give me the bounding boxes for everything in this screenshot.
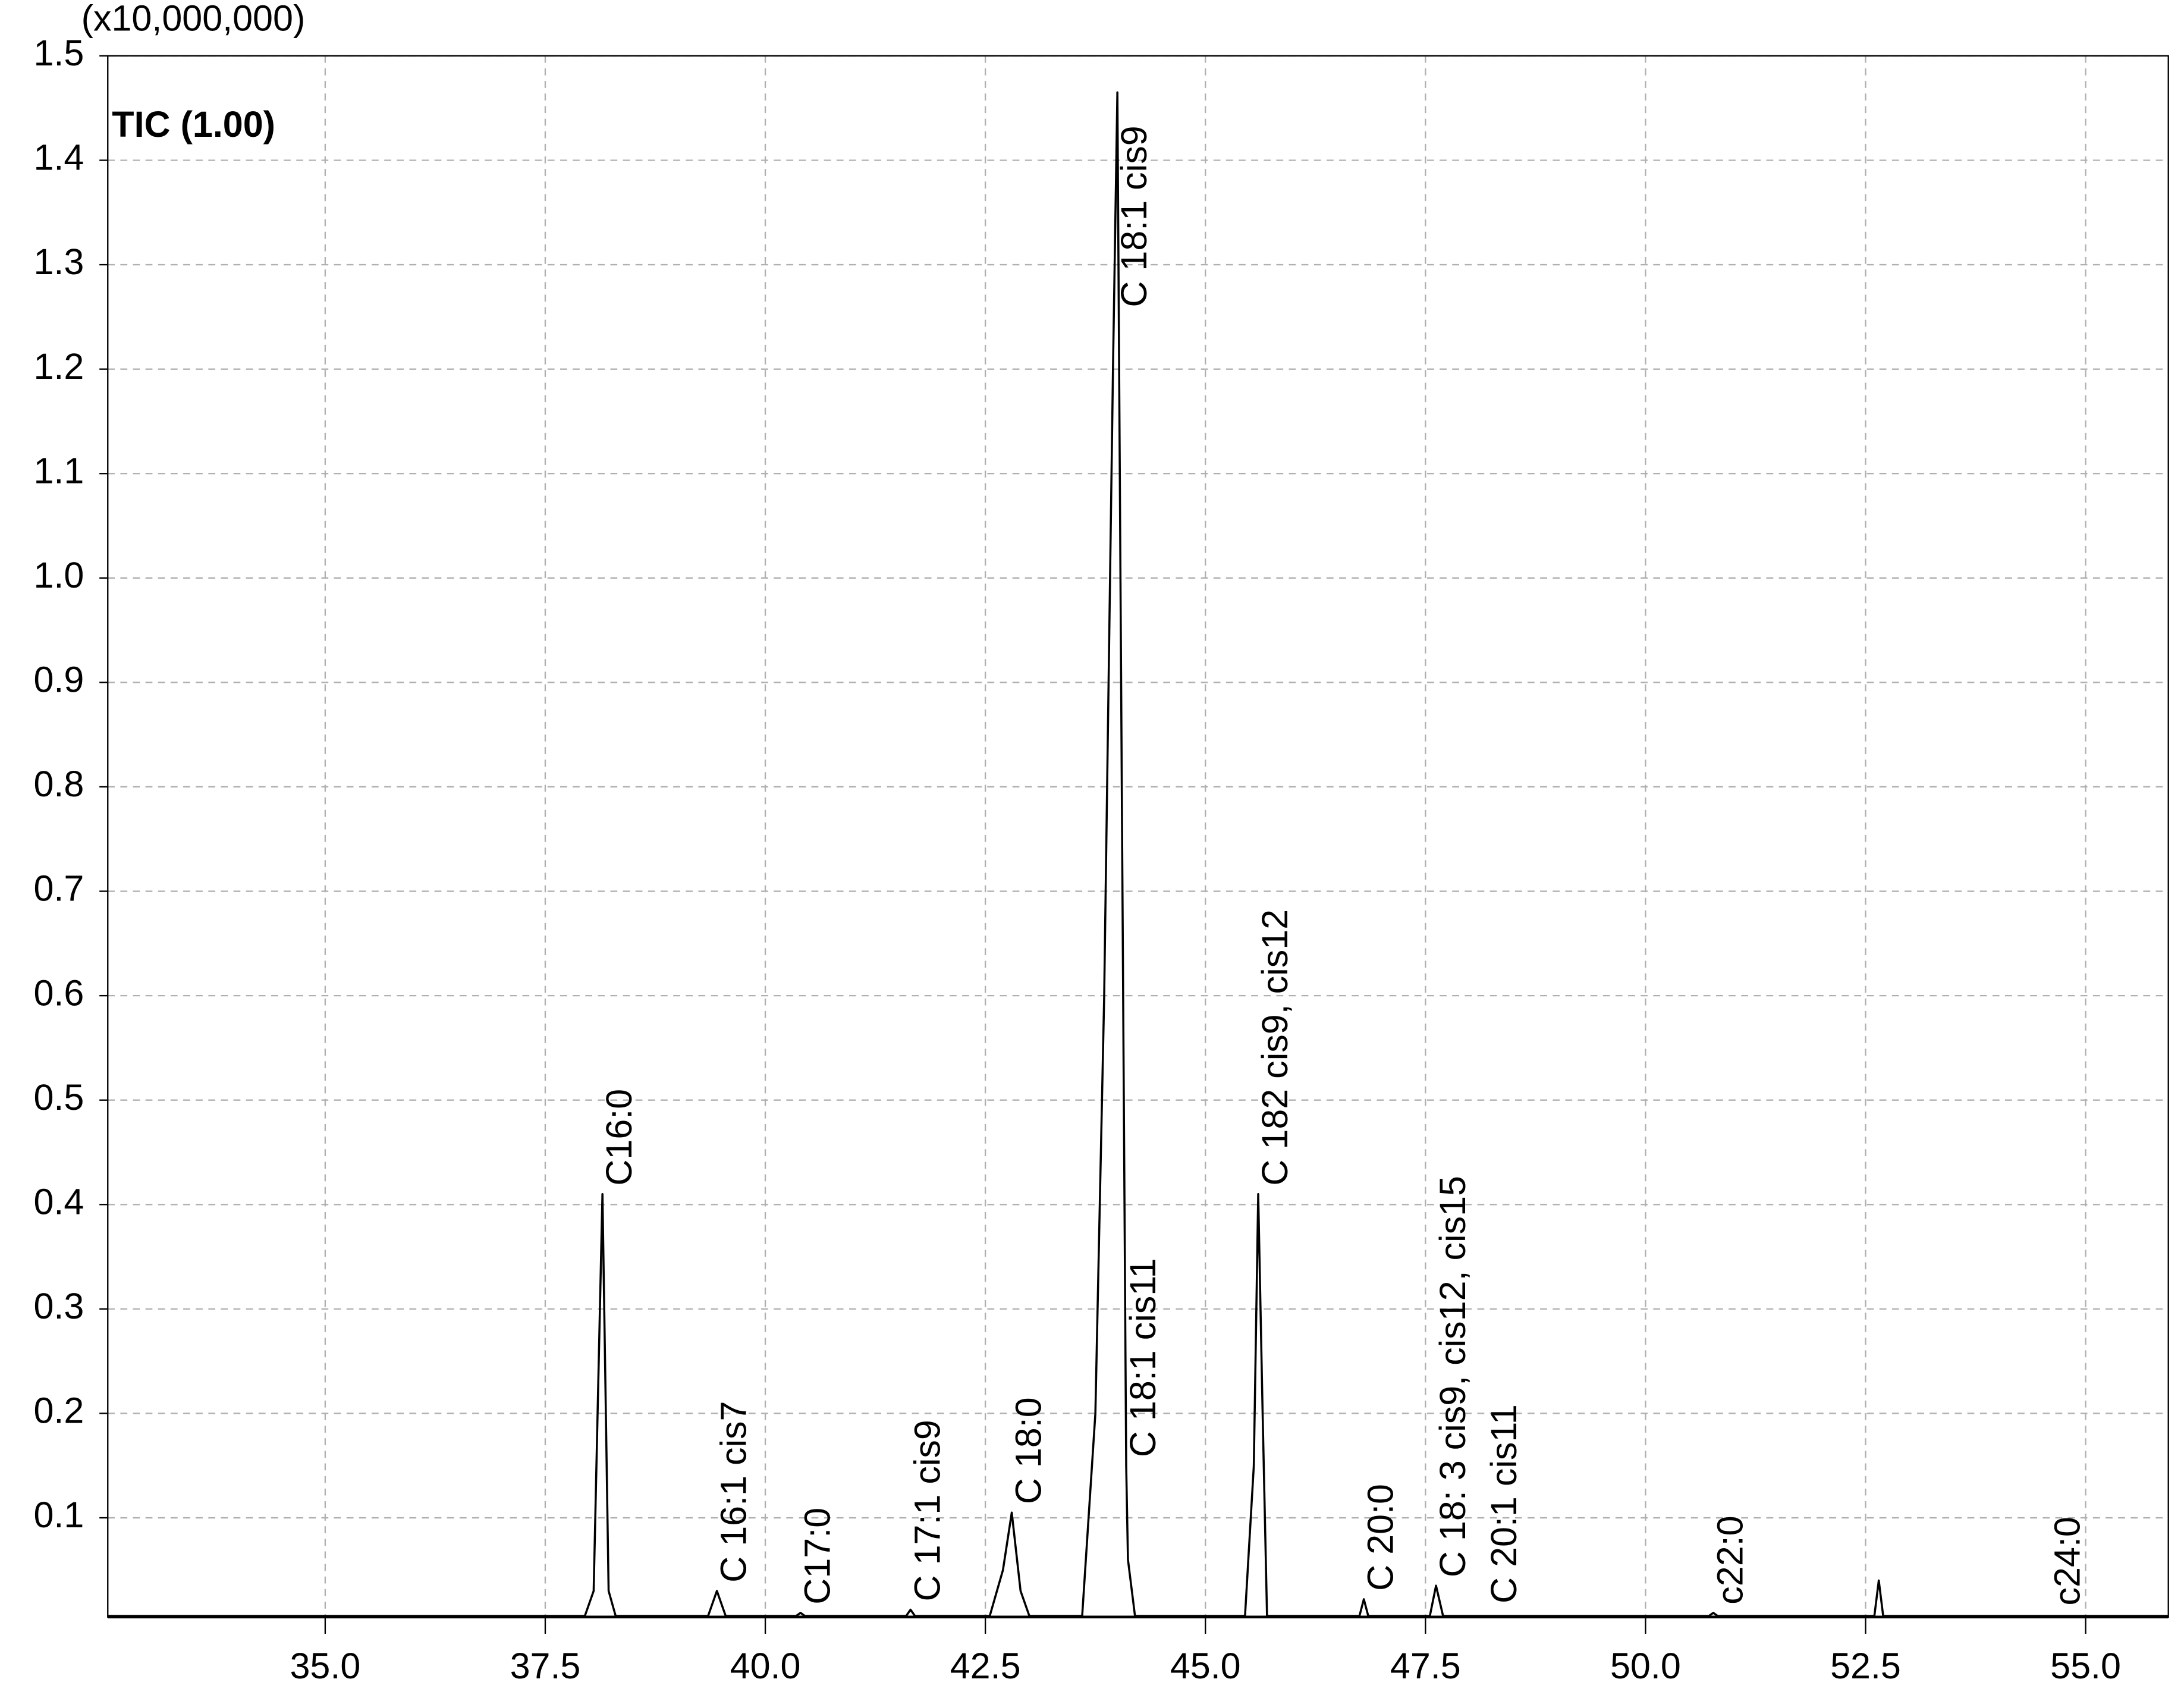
x-tick-label: 42.5 [950, 1646, 1021, 1686]
y-tick-label: 0.6 [33, 972, 84, 1013]
peak-label: c24:0 [2047, 1517, 2087, 1605]
peak-label: C 182 cis9, cis12 [1255, 909, 1295, 1186]
peak-label: C 18:0 [1008, 1397, 1049, 1504]
y-tick-label: 1.1 [33, 450, 84, 491]
peak-label: C 20:1 cis11 [1484, 1404, 1524, 1603]
peak-label: C 16:1 cis7 [714, 1401, 754, 1583]
peak-label: C 18:1 cis9 [1114, 125, 1154, 307]
axes: 0.1 0.2 0.3 0.4 0.5 0.6 0.7 0.8 0.9 1.0 1.1 1.2 1.3 1… [33, 33, 2169, 1686]
x-tick-label: 40.0 [730, 1646, 801, 1686]
y-tick-label: 1.3 [33, 241, 84, 282]
peak-label: C 20:0 [1360, 1484, 1401, 1591]
y-tick-label: 1.2 [33, 346, 84, 387]
peak-label: C 18:1 cis11 [1123, 1258, 1163, 1457]
x-tick-label: 52.5 [1830, 1646, 1901, 1686]
axis-multiplier: (x10,000,000) [81, 0, 306, 39]
peak-label: C 17:1 cis9 [907, 1420, 947, 1601]
y-tick-label: 0.9 [33, 660, 84, 700]
plot-area: C16:0 C 16:1 cis7 C17:0 C 17:1 cis9 C 18:0 C … [108, 91, 2169, 1617]
peak-label: C 18: 3 cis9, cis12, cis15 [1432, 1176, 1473, 1577]
trace-label: TIC (1.00) [112, 104, 275, 145]
y-tick-label: 1.0 [33, 555, 84, 595]
y-tick-label: 1.4 [33, 137, 84, 178]
y-tick-label: 0.4 [33, 1181, 84, 1222]
grid [108, 55, 2169, 1617]
y-tick-label: 0.2 [33, 1391, 84, 1431]
y-tick-label: 1.5 [33, 33, 84, 73]
y-tick-label: 0.3 [33, 1286, 84, 1326]
x-tick-label: 35.0 [290, 1646, 360, 1686]
x-tick-label: 37.5 [510, 1646, 581, 1686]
y-tick-label: 0.8 [33, 764, 84, 804]
x-tick-label: 50.0 [1610, 1646, 1681, 1686]
x-tick-label: 55.0 [2050, 1646, 2121, 1686]
x-tick-label: 47.5 [1390, 1646, 1461, 1686]
y-tick-label: 0.7 [33, 868, 84, 909]
y-tick-label: 0.5 [33, 1077, 84, 1118]
peak-label: C17:0 [797, 1508, 837, 1605]
y-tick-label: 0.1 [33, 1495, 84, 1535]
peak-label: C16:0 [599, 1089, 639, 1186]
peak-label: c22:0 [1710, 1515, 1750, 1604]
trace-line [108, 91, 2169, 1617]
x-tick-label: 45.0 [1170, 1646, 1241, 1686]
